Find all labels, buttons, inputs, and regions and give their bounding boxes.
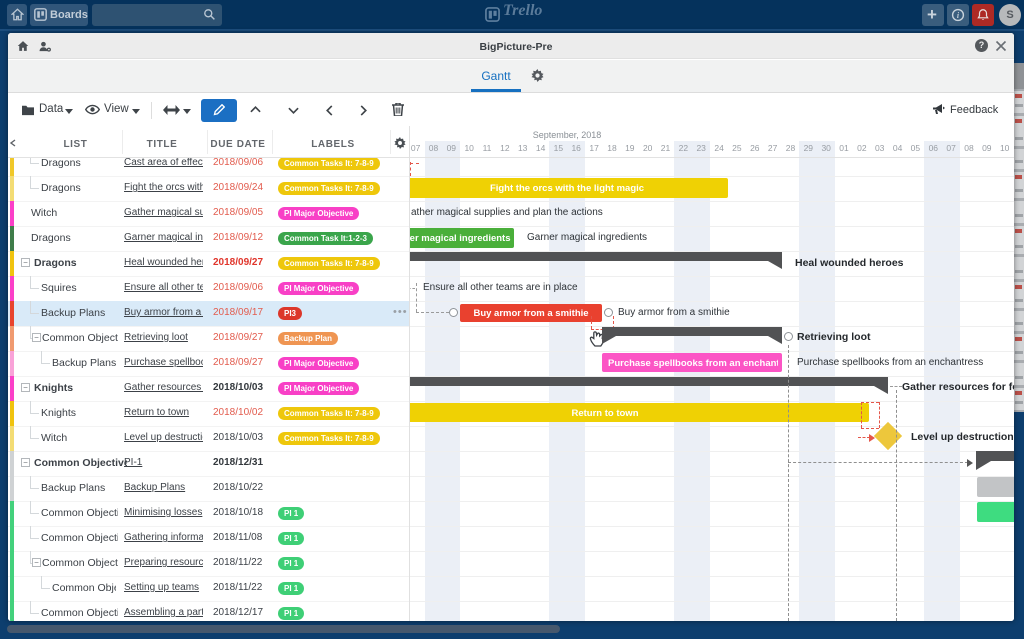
svg-text:i: i (957, 11, 960, 20)
